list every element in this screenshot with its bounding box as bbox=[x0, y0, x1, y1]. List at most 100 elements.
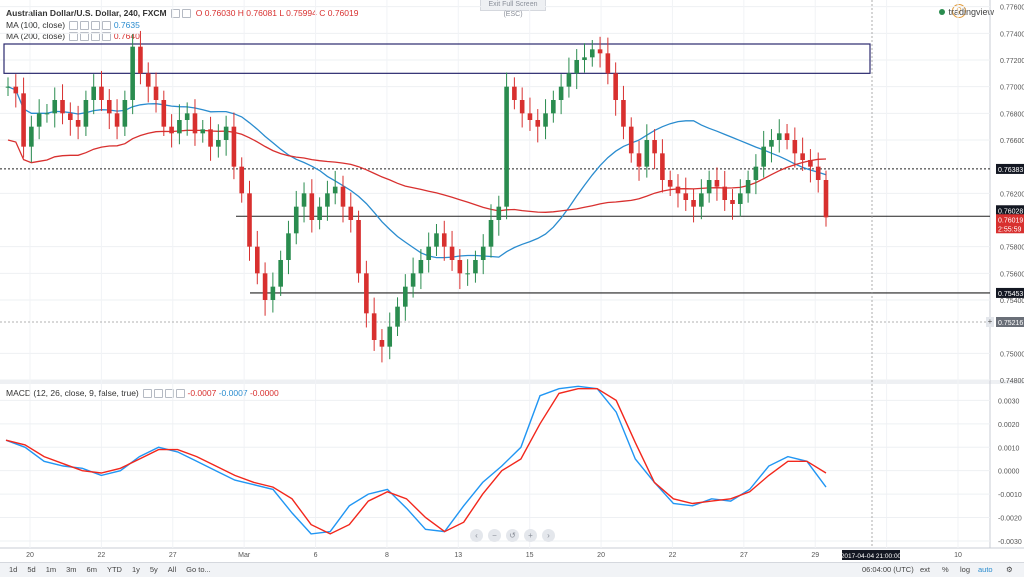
candle[interactable] bbox=[114, 113, 120, 127]
candle[interactable] bbox=[418, 260, 424, 274]
candle[interactable] bbox=[582, 57, 587, 60]
candle[interactable] bbox=[465, 273, 470, 275]
timeframe-button[interactable]: Go to... bbox=[186, 565, 211, 574]
candle[interactable] bbox=[644, 140, 650, 167]
ma200-label[interactable]: MA (200, close) bbox=[6, 31, 66, 41]
candle[interactable] bbox=[239, 166, 245, 194]
timeframe-button[interactable]: All bbox=[167, 565, 177, 574]
timeframe-button[interactable]: 1d bbox=[9, 565, 18, 574]
candle[interactable] bbox=[68, 113, 73, 120]
candle[interactable] bbox=[660, 153, 665, 180]
candle[interactable] bbox=[216, 140, 221, 147]
candle[interactable] bbox=[488, 220, 494, 247]
candle[interactable] bbox=[621, 100, 626, 127]
add-alert-icon[interactable]: + bbox=[986, 317, 994, 327]
ma100-settings-icon[interactable] bbox=[80, 21, 90, 31]
candle[interactable] bbox=[387, 326, 393, 347]
ma100-line[interactable] bbox=[7, 86, 827, 259]
candle[interactable] bbox=[730, 200, 735, 204]
macd-settings-icon[interactable] bbox=[154, 389, 164, 399]
candle[interactable] bbox=[527, 113, 533, 120]
macd-remove-icon[interactable] bbox=[165, 389, 175, 399]
candle[interactable] bbox=[613, 73, 618, 100]
candle[interactable] bbox=[738, 193, 743, 204]
candle[interactable] bbox=[473, 260, 478, 274]
candle[interactable] bbox=[714, 180, 720, 187]
candle[interactable] bbox=[184, 113, 190, 120]
candle[interactable] bbox=[457, 260, 463, 274]
candle[interactable] bbox=[410, 273, 416, 287]
resistance-zone-box[interactable] bbox=[3, 43, 871, 74]
candle[interactable] bbox=[348, 206, 354, 220]
scroll-left-button[interactable]: ‹ bbox=[470, 529, 483, 542]
utc-clock[interactable]: 06:04:00 (UTC) bbox=[862, 565, 914, 574]
candle[interactable] bbox=[99, 86, 104, 100]
macd-visibility-icon[interactable] bbox=[143, 389, 153, 399]
candle[interactable] bbox=[247, 193, 252, 247]
candle[interactable] bbox=[21, 93, 26, 147]
candle[interactable] bbox=[706, 180, 712, 194]
candle[interactable] bbox=[589, 49, 595, 58]
candle[interactable] bbox=[449, 246, 455, 260]
candle[interactable] bbox=[161, 100, 167, 127]
timeframe-button[interactable]: 1m bbox=[45, 565, 57, 574]
brand-label[interactable]: tradingview bbox=[939, 7, 994, 17]
scroll-right-button[interactable]: › bbox=[542, 529, 555, 542]
candle[interactable] bbox=[815, 166, 821, 180]
candle[interactable] bbox=[262, 273, 268, 300]
candle[interactable] bbox=[800, 153, 805, 160]
timeframe-button[interactable]: YTD bbox=[106, 565, 122, 574]
candle[interactable] bbox=[558, 86, 564, 100]
candle[interactable] bbox=[13, 86, 19, 94]
candle[interactable] bbox=[403, 286, 408, 307]
candle[interactable] bbox=[130, 46, 135, 100]
candle[interactable] bbox=[325, 193, 330, 207]
candle[interactable] bbox=[200, 129, 206, 134]
candle[interactable] bbox=[371, 313, 377, 340]
legend-settings-icon[interactable] bbox=[170, 9, 180, 19]
candle[interactable] bbox=[823, 180, 829, 218]
candle[interactable] bbox=[364, 273, 369, 314]
candle[interactable] bbox=[177, 120, 182, 134]
candle[interactable] bbox=[675, 186, 681, 194]
timeframe-button[interactable]: 6m bbox=[86, 565, 97, 574]
candle[interactable] bbox=[395, 306, 400, 327]
candle[interactable] bbox=[512, 86, 517, 100]
candle[interactable] bbox=[753, 166, 759, 180]
candle[interactable] bbox=[106, 100, 112, 114]
timeframe-button[interactable]: 3m bbox=[66, 565, 77, 574]
legend-hide-icon[interactable] bbox=[181, 9, 191, 19]
timeframe-button[interactable]: 5d bbox=[27, 565, 36, 574]
candle[interactable] bbox=[317, 206, 322, 220]
candle[interactable] bbox=[504, 86, 509, 207]
ma200-visibility-icon[interactable] bbox=[69, 32, 79, 42]
ma200-settings-icon[interactable] bbox=[80, 32, 90, 42]
candle[interactable] bbox=[278, 260, 283, 287]
candle[interactable] bbox=[223, 126, 229, 140]
candle[interactable] bbox=[551, 100, 556, 114]
candle[interactable] bbox=[29, 126, 34, 147]
candle[interactable] bbox=[208, 129, 213, 147]
candle[interactable] bbox=[605, 53, 611, 74]
symbol-title[interactable]: Australian Dollar/U.S. Dollar, 240, FXCM bbox=[6, 8, 167, 18]
candle[interactable] bbox=[691, 200, 696, 207]
candle[interactable] bbox=[340, 186, 346, 207]
candle[interactable] bbox=[636, 153, 642, 167]
candle[interactable] bbox=[52, 100, 58, 114]
candle[interactable] bbox=[36, 113, 42, 127]
ma100-visibility-icon[interactable] bbox=[69, 21, 79, 31]
candle[interactable] bbox=[5, 86, 11, 88]
candle[interactable] bbox=[519, 100, 525, 114]
candle[interactable] bbox=[628, 126, 634, 154]
price-chart[interactable]: 0.77600 0.77400 0.77200 0.77000 0.76800 0.766… bbox=[0, 0, 1024, 562]
candle[interactable] bbox=[480, 246, 486, 260]
candle[interactable] bbox=[192, 113, 198, 134]
candle[interactable] bbox=[543, 113, 548, 127]
candle[interactable] bbox=[776, 133, 782, 140]
timeframe-button[interactable]: 5y bbox=[149, 565, 158, 574]
candle[interactable] bbox=[169, 126, 174, 134]
candle[interactable] bbox=[784, 133, 790, 140]
exit-fullscreen-button[interactable]: Exit Full Screen (ESC) bbox=[480, 0, 546, 18]
ma100-more-icon[interactable] bbox=[102, 21, 112, 31]
pane-separator[interactable] bbox=[0, 380, 1024, 384]
